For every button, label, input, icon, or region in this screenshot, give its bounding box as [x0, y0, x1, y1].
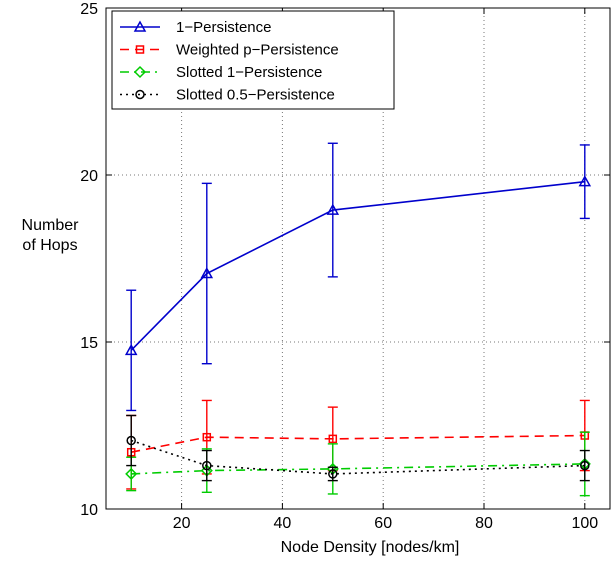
series-1 [124, 142, 592, 412]
series-line [130, 439, 585, 475]
series-layer [124, 142, 592, 497]
data-point-square [135, 45, 145, 54]
y-axis-label-line2: of Hops [22, 237, 78, 254]
data-point-square [202, 432, 212, 442]
y-tick-label: 25 [80, 1, 98, 18]
x-tick-label: 80 [475, 515, 493, 532]
series-line [131, 463, 585, 475]
x-tick-label: 20 [173, 515, 191, 532]
legend-label: 1−Persistence [176, 19, 271, 36]
x-axis-label: Node Density [nodes/km] [280, 539, 460, 556]
legend-item: Slotted 1−Persistence [120, 64, 322, 81]
series-line [131, 434, 585, 454]
data-point-circle [135, 89, 145, 100]
legend-label: Weighted p−Persistence [176, 42, 339, 59]
legend-item: Slotted 0.5−Persistence [120, 87, 335, 104]
data-point-square [328, 434, 338, 444]
y-tick-label: 20 [80, 168, 98, 185]
plot-frame [105, 7, 611, 510]
x-tick-label: 40 [274, 515, 292, 532]
y-tick-label: 10 [80, 502, 98, 519]
series-4 [126, 414, 590, 482]
x-tick-label: 100 [571, 515, 598, 532]
series-2 [126, 399, 590, 490]
legend-label: Slotted 1−Persistence [176, 64, 322, 81]
series-3 [125, 431, 591, 497]
data-point-diamond [125, 467, 138, 480]
legend-item: Weighted p−Persistence [120, 42, 339, 59]
axis-ticks: 20 40 60 80 100 10 15 20 25 [80, 1, 610, 532]
y-tick-label: 15 [80, 335, 98, 352]
data-point-circle [328, 469, 338, 479]
x-tick-label: 60 [374, 515, 392, 532]
series-line [130, 180, 585, 351]
data-point-triangle [124, 343, 138, 356]
data-point-triangle [200, 266, 214, 279]
data-point-diamond [133, 65, 147, 79]
legend-item: 1−Persistence [120, 19, 271, 36]
data-point-triangle [326, 203, 340, 215]
y-axis-label: Number of Hops [4, 216, 96, 256]
data-point-triangle [133, 20, 147, 32]
data-point-circle [580, 460, 590, 471]
data-point-circle [126, 435, 136, 446]
y-axis-label-line1: Number [21, 217, 79, 234]
data-point-circle [202, 460, 212, 471]
legend[interactable]: 1−Persistence Weighted p−Persistence Slott… [111, 10, 395, 110]
data-point-triangle [578, 175, 592, 187]
legend-label: Slotted 0.5−Persistence [176, 87, 335, 104]
